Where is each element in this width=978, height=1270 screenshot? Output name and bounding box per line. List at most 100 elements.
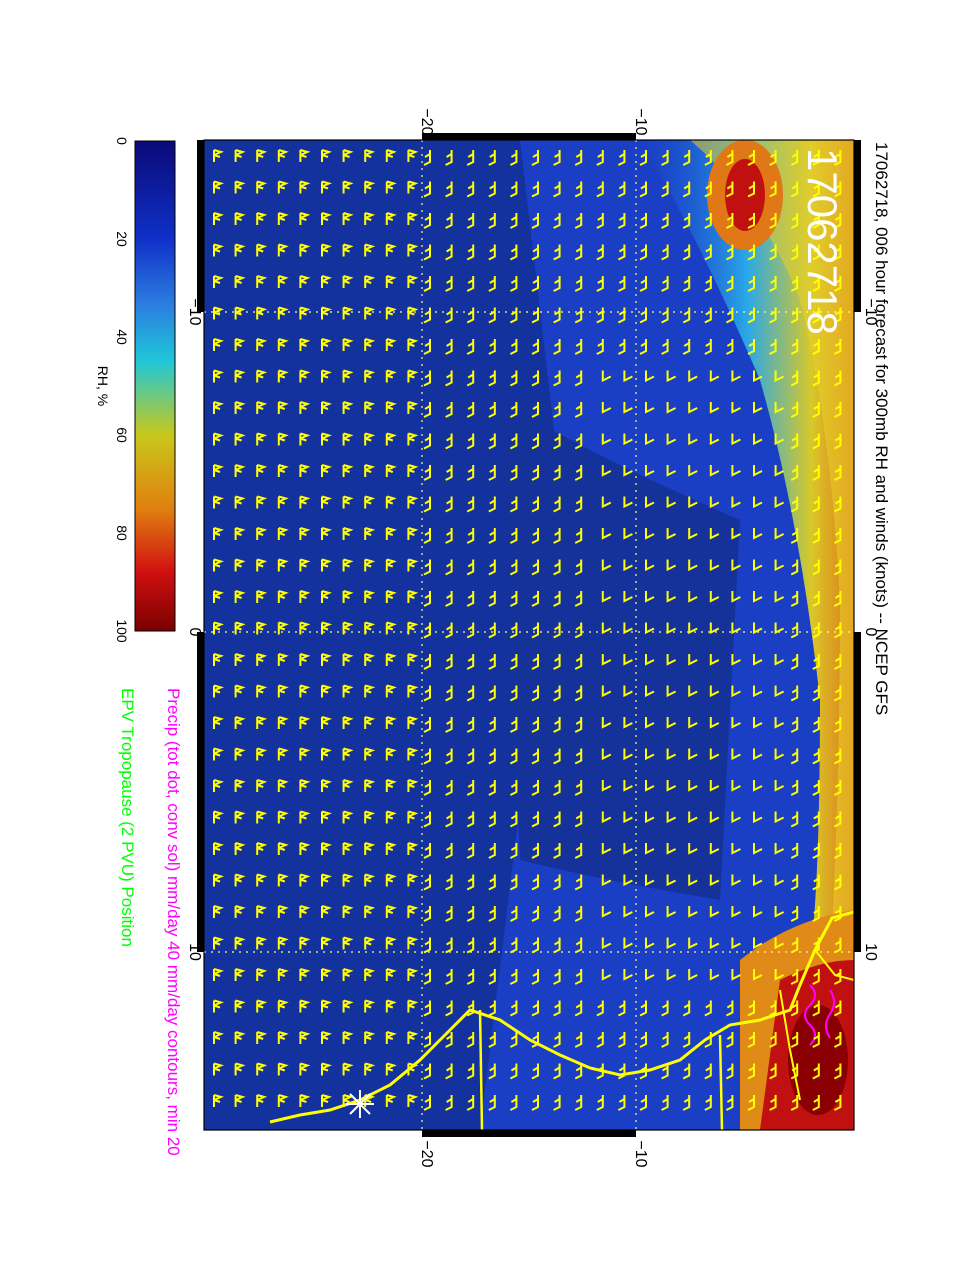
wind-barb <box>553 1063 561 1080</box>
wind-barb <box>364 842 376 855</box>
wind-barb <box>596 150 604 166</box>
wind-barb <box>213 1031 224 1044</box>
wind-barb <box>321 653 332 666</box>
wind-barb <box>407 905 419 918</box>
wind-barb <box>833 1032 842 1048</box>
wind-barb <box>623 906 633 918</box>
wind-barb <box>833 339 842 355</box>
wind-barb <box>790 244 799 261</box>
wind-barb <box>213 684 224 698</box>
wind-barb <box>299 527 311 540</box>
wind-barb <box>731 370 741 383</box>
wind-barb <box>601 906 612 918</box>
left-tick-2: 10 <box>186 943 203 961</box>
wind-barb <box>385 558 397 572</box>
wind-barb <box>661 213 669 229</box>
wind-barb <box>466 465 475 481</box>
wind-barb <box>488 307 496 324</box>
wind-barb <box>574 559 583 576</box>
wind-barb <box>385 905 397 918</box>
wind-barb <box>509 370 518 387</box>
wind-barb <box>790 780 799 796</box>
wind-barb <box>342 810 354 824</box>
wind-barb <box>574 969 583 985</box>
wind-barb <box>321 684 332 698</box>
wind-barb <box>531 276 539 292</box>
wind-barb <box>364 716 376 729</box>
wind-barb <box>385 684 397 698</box>
cb-tick-0: 0 <box>114 137 130 145</box>
wind-barb <box>466 528 475 544</box>
wind-barb <box>623 559 633 572</box>
wind-barb <box>213 558 224 572</box>
wind-barb <box>445 465 453 481</box>
wind-barb <box>812 654 820 670</box>
wind-barb <box>423 906 431 922</box>
wind-barb <box>423 937 431 954</box>
wind-barb <box>574 496 583 513</box>
wind-barb <box>466 685 475 702</box>
wind-barb <box>645 780 655 792</box>
wind-barb <box>234 243 246 257</box>
wind-barb <box>277 779 289 792</box>
wind-barb <box>833 622 842 639</box>
wind-barb <box>753 717 763 729</box>
wind-barb <box>596 1000 604 1017</box>
wind-barb <box>688 780 698 792</box>
wind-barb <box>531 150 539 166</box>
wind-barb <box>445 433 453 450</box>
wind-barb <box>213 747 224 761</box>
wind-barb <box>364 779 376 792</box>
wind-barb <box>774 370 785 383</box>
wind-barb <box>445 843 453 859</box>
date-stamp: 17062718 <box>799 148 846 335</box>
wind-barb <box>688 591 698 603</box>
wind-barb <box>553 181 561 198</box>
wind-barb <box>688 748 698 761</box>
wind-barb <box>213 1094 224 1107</box>
wind-barb <box>682 181 691 198</box>
wind-barb <box>731 811 741 824</box>
wind-barb <box>466 181 475 198</box>
wind-barb <box>688 717 698 729</box>
wind-barb <box>213 432 224 446</box>
wind-barb <box>531 906 539 922</box>
wind-barb <box>753 433 763 446</box>
wind-barb <box>753 811 763 824</box>
wind-barb <box>553 339 561 355</box>
wind-barb <box>423 244 431 261</box>
wind-barb <box>277 873 289 887</box>
wind-barb <box>812 1063 820 1080</box>
wind-barb <box>601 811 612 824</box>
right-tick-2: 10 <box>862 943 879 961</box>
wind-barb <box>277 432 289 446</box>
wind-barb <box>488 276 496 292</box>
wind-barb <box>753 591 763 603</box>
wind-barb <box>321 558 332 572</box>
wind-barb <box>812 843 820 859</box>
wind-barb <box>488 181 496 198</box>
wind-barb <box>299 716 311 729</box>
wind-barb <box>725 213 734 229</box>
wind-barb <box>488 1063 496 1080</box>
wind-barb <box>277 338 289 351</box>
wind-barb <box>445 1032 453 1048</box>
wind-barb <box>342 842 354 855</box>
wind-barb <box>407 369 419 383</box>
wind-barb <box>753 685 763 698</box>
wind-barb <box>277 621 289 635</box>
station-marker <box>346 1090 374 1118</box>
wind-barb <box>623 591 633 603</box>
wind-barb <box>407 338 419 351</box>
wind-barb <box>277 905 289 918</box>
wind-barb <box>509 1000 518 1017</box>
wind-barb <box>488 622 496 639</box>
wind-barb <box>553 150 561 166</box>
wind-barb <box>299 905 311 918</box>
wind-barb <box>769 181 777 198</box>
wind-barb <box>574 433 583 450</box>
wind-barb <box>466 244 475 261</box>
wind-barb <box>645 465 655 477</box>
wind-barb <box>488 465 496 481</box>
wind-barb <box>488 402 496 418</box>
